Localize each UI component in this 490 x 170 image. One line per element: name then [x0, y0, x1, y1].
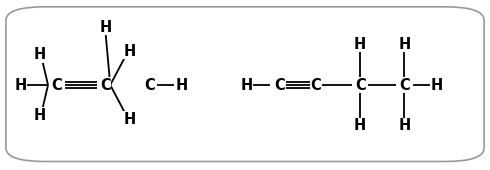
Text: H: H: [34, 47, 46, 62]
Text: H: H: [398, 118, 410, 133]
Text: C: C: [100, 78, 111, 92]
Text: C: C: [399, 78, 410, 92]
Text: C: C: [274, 78, 285, 92]
Text: H: H: [123, 44, 136, 58]
Text: C: C: [311, 78, 321, 92]
Text: H: H: [354, 118, 366, 133]
FancyBboxPatch shape: [6, 7, 484, 162]
Text: H: H: [354, 37, 366, 52]
Text: C: C: [51, 78, 62, 92]
Text: H: H: [431, 78, 443, 92]
Text: H: H: [398, 37, 410, 52]
Text: H: H: [15, 78, 27, 92]
Text: H: H: [175, 78, 187, 92]
Text: H: H: [123, 112, 136, 126]
Text: C: C: [355, 78, 366, 92]
Text: C: C: [144, 78, 155, 92]
Text: H: H: [99, 20, 111, 35]
Text: H: H: [34, 108, 46, 123]
Text: H: H: [240, 78, 253, 92]
